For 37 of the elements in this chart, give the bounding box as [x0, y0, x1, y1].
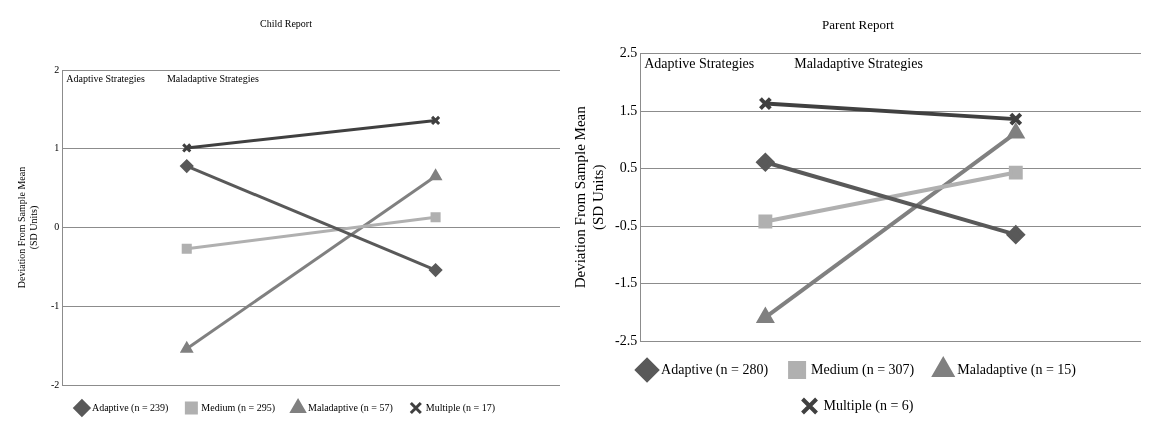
point	[758, 96, 773, 111]
legend-label: Maladaptive (n = 15)	[957, 361, 1077, 378]
y-tick-label: -1.5	[614, 275, 638, 291]
y-tick-label: -2.5	[614, 332, 638, 348]
y-tick-label: 2.5	[619, 45, 638, 61]
y-tick-label: 0	[54, 221, 60, 233]
y-tick-label: -1	[50, 299, 60, 311]
point	[756, 153, 775, 172]
point	[181, 243, 192, 254]
point	[1008, 112, 1023, 127]
legend-label: Medium (n = 295)	[201, 401, 276, 414]
legend-label: Adaptive (n = 280)	[661, 361, 769, 378]
legend-label: Maladaptive (n = 57)	[308, 401, 393, 414]
point	[1008, 165, 1023, 180]
y-tick-label: 2	[54, 63, 60, 75]
point	[1006, 225, 1025, 244]
point	[758, 214, 773, 229]
y-tick-label: -0.5	[614, 217, 638, 233]
point	[429, 263, 443, 277]
legend-label: Multiple (n = 17)	[425, 401, 496, 414]
annotation: Maladaptive Strategies	[794, 56, 923, 72]
y-tick-label: 1.5	[619, 102, 638, 118]
legend-label: Multiple (n = 6)	[823, 397, 914, 414]
y-axis-title: Deviation From Sample Mean (SD Units)	[15, 166, 40, 289]
point	[430, 212, 441, 223]
y-axis-title: Deviation From Sample Mean (SD Units)	[571, 105, 607, 289]
legend-label: Medium (n = 307)	[811, 361, 915, 378]
y-tick-label: 1	[54, 142, 60, 154]
y-tick-label: 0.5	[619, 160, 638, 176]
chart-title: Child Report	[260, 17, 313, 29]
annotation: Maladaptive Strategies	[166, 72, 259, 84]
annotation: Adaptive Strategies	[66, 72, 146, 84]
chart-title: Parent Report	[822, 17, 895, 33]
y-tick-label: -2	[50, 378, 60, 390]
point	[180, 159, 194, 173]
annotation: Adaptive Strategies	[644, 56, 755, 72]
legend-label: Adaptive (n = 239)	[91, 401, 169, 414]
